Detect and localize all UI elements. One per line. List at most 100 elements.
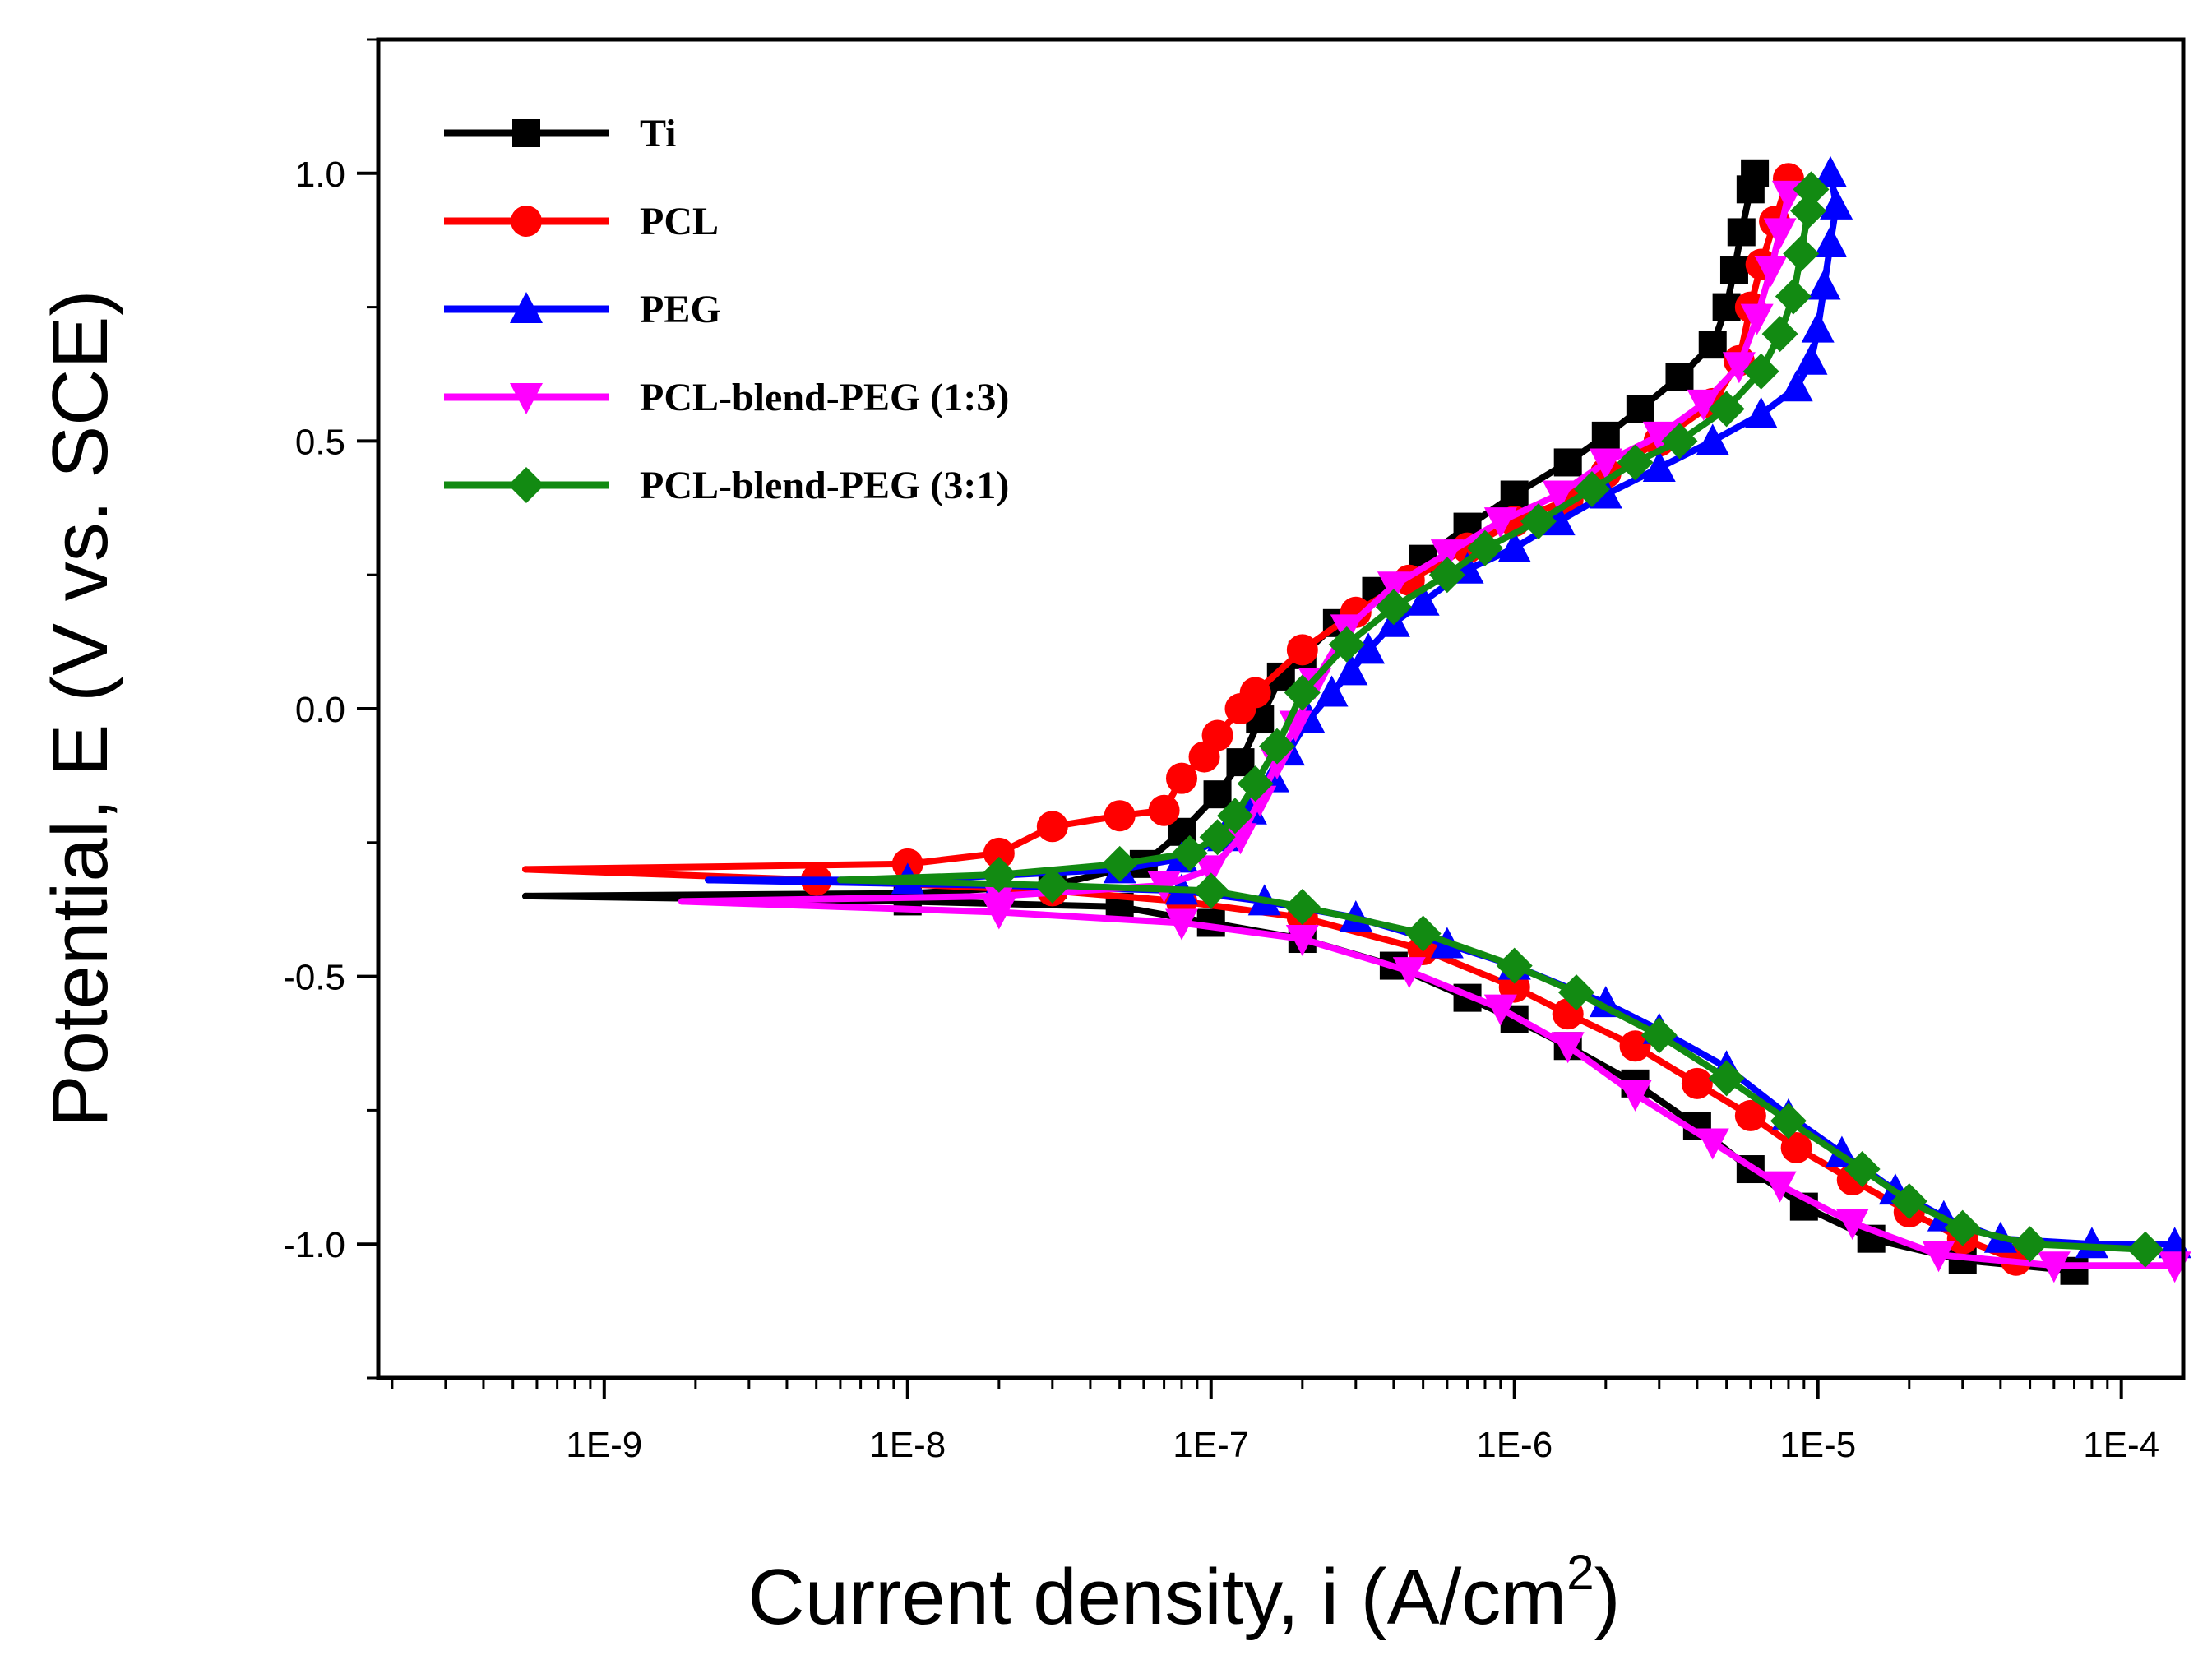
series-pcl-blend-peg-1-3-cathodic-point	[2037, 1251, 2071, 1283]
series-pcl-blend-peg-3-1-anodic-point	[1375, 589, 1412, 626]
series-pcl-blend-peg-1-3-anodic-point	[1377, 571, 1410, 603]
series-pcl-blend-peg-3-1-cathodic-point	[1944, 1209, 1981, 1246]
series-peg-anodic-point	[1497, 530, 1531, 562]
y-tick-label: -0.5	[283, 958, 345, 998]
series-peg-anodic-point	[1794, 343, 1828, 375]
series-pcl-blend-peg-1-3-cathodic-line	[678, 898, 2178, 1269]
legend-item: PEG	[444, 288, 721, 331]
series-peg-anodic-point	[1406, 584, 1440, 616]
x-tick-label: 1E-5	[1779, 1425, 1856, 1465]
series-pcl-anodic-point	[1286, 634, 1318, 666]
series-pcl-blend-peg-1-3-cathodic-point	[1483, 994, 1517, 1026]
series-pcl-blend-peg-1-3-cathodic-point	[1696, 1128, 1729, 1160]
legend-label: Ti	[640, 112, 676, 155]
series-ti-anodic-point	[1719, 256, 1748, 284]
x-axis-title: Current density, i (A/cm2)	[747, 1545, 1620, 1641]
series-pcl-anodic-point	[1036, 811, 1068, 843]
series-pcl-blend-peg-3-1-anodic-point	[1237, 765, 1274, 802]
series-pcl-blend-peg-3-1-anodic-point	[1171, 834, 1208, 871]
series-layer	[522, 155, 2191, 1285]
series-pcl-anodic-point	[1165, 762, 1197, 794]
legend-marker	[508, 467, 544, 503]
x-tick-label: 1E-4	[2083, 1425, 2159, 1465]
series-pcl-cathodic-point	[1681, 1067, 1713, 1099]
series-pcl-blend-peg-1-3-anodic-point	[1483, 507, 1517, 539]
series-pcl-blend-peg-1-3-anodic-point	[1642, 421, 1676, 453]
series-pcl-blend-peg-3-1-anodic-point	[1199, 819, 1236, 856]
y-tick-label: 0.0	[295, 690, 345, 730]
series-ti-anodic-point	[1500, 480, 1529, 509]
series-peg-anodic-point	[1744, 396, 1778, 428]
series-pcl-blend-peg-3-1-anodic-point	[980, 856, 1017, 893]
series-pcl-blend-peg-1-3	[678, 180, 2191, 1283]
axis-ticks: 1E-9 1E-8 1E-7 1E-6 1E-5 1E-4 -1.0 -0.5 0.0 0.5 1.…	[283, 38, 2159, 1465]
series-pcl-blend-peg-1-3-anodic-point	[1430, 539, 1464, 571]
series-pcl-blend-peg-3-1-cathodic-point	[1708, 1060, 1745, 1097]
series-pcl-blend-peg-3-1-cathodic-point	[1558, 974, 1595, 1011]
y-tick-label: 1.0	[295, 155, 345, 195]
x-axis-title-main: Current density, i (A/cm	[747, 1553, 1566, 1641]
series-pcl-blend-peg-1-3-cathodic-point	[1922, 1241, 1955, 1273]
series-pcl-blend-peg-1-3-cathodic-point	[1835, 1209, 1869, 1241]
legend-label: PCL-blend-PEG (3:1)	[640, 464, 1009, 507]
series-peg-anodic-point	[1642, 450, 1676, 482]
series-peg-anodic-point	[1335, 654, 1368, 686]
series-pcl-anodic-point	[1148, 794, 1180, 826]
series-pcl-blend-peg-3-1-anodic-point	[1466, 529, 1503, 566]
legend-marker	[512, 119, 540, 147]
series-pcl-cathodic-point	[1780, 1131, 1812, 1163]
series-peg-anodic-point	[1696, 423, 1729, 455]
series-peg-anodic-point	[1315, 675, 1349, 707]
series-pcl-blend-peg-3-1-anodic-point	[1761, 316, 1798, 353]
series-ti-anodic-point	[1626, 395, 1654, 423]
x-axis-title-superscript: 2	[1566, 1545, 1594, 1600]
series-pcl-blend-peg-3-1	[836, 171, 2163, 1268]
x-tick-label: 1E-8	[869, 1425, 946, 1465]
series-pcl-blend-peg-1-3-anodic-point	[1589, 448, 1622, 480]
series-pcl-blend-peg-1-3-cathodic-point	[1285, 925, 1319, 957]
y-tick-label: 0.5	[295, 422, 345, 462]
series-pcl-blend-peg-3-1-cathodic-point	[1496, 947, 1533, 984]
series-pcl-blend-peg-3-1-anodic-point	[1793, 171, 1830, 208]
x-axis-title-close: )	[1594, 1553, 1621, 1641]
series-ti-anodic-point	[1553, 448, 1582, 477]
y-axis-title: Potential, E (V vs. SCE)	[36, 289, 124, 1127]
series-pcl-blend-peg-3-1-cathodic-point	[1890, 1183, 1927, 1220]
series-pcl-anodic-point	[1201, 719, 1233, 751]
y-tick-label: -1.0	[283, 1225, 345, 1265]
series-pcl-blend-peg-1-3-anodic-point	[982, 881, 1016, 913]
legend-label: PCL	[640, 200, 719, 243]
x-tick-label: 1E-6	[1476, 1425, 1553, 1465]
series-pcl-blend-peg-3-1-cathodic-point	[1770, 1103, 1807, 1140]
series-ti-anodic-point	[1741, 159, 1770, 187]
series-pcl-blend-peg-3-1-anodic-point	[1258, 728, 1295, 765]
series-pcl-blend-peg-3-1-anodic-point	[1216, 798, 1253, 834]
series-pcl-cathodic-point	[1734, 1099, 1766, 1131]
series-pcl-blend-peg-1-3-cathodic-point	[1618, 1080, 1652, 1112]
series-pcl-blend-peg-1-3-cathodic-point	[1164, 908, 1198, 941]
series-ti-anodic-point	[1203, 780, 1232, 809]
series-pcl-blend-peg-1-3-anodic-point	[1763, 218, 1797, 250]
series-ti-anodic-point	[1727, 218, 1756, 247]
series-pcl-blend-peg-1-3-anodic-point	[1722, 352, 1756, 384]
series-pcl-blend-peg-1-3-anodic-point	[1754, 256, 1788, 288]
series-pcl-blend-peg-3-1-cathodic-point	[1404, 915, 1442, 952]
legend-label: PCL-blend-PEG (1:3)	[640, 376, 1009, 419]
series-pcl-blend-peg-3-1-anodic-point	[1428, 557, 1465, 594]
series-pcl-blend-peg-3-1-cathodic-point	[1844, 1151, 1881, 1188]
series-pcl-blend-peg-3-1-cathodic-point	[1034, 867, 1071, 904]
series-pcl-blend-peg-1-3-anodic-point	[1224, 823, 1257, 855]
series-pcl-anodic-point	[1104, 800, 1136, 832]
legend-label: PEG	[640, 288, 721, 331]
series-pcl-blend-peg-3-1-anodic-point	[1520, 503, 1557, 540]
series-pcl-blend-peg-3-1-anodic-point	[1742, 353, 1779, 390]
series-pcl-blend-peg-3-1-anodic-point	[1790, 192, 1827, 229]
series-pcl-blend-peg-3-1-anodic-point	[1573, 471, 1610, 508]
series-peg-anodic-point	[1820, 187, 1853, 220]
series-peg-anodic-point	[1779, 370, 1813, 402]
series-pcl-blend-peg-1-3-anodic-line	[678, 191, 1792, 905]
series-pcl-blend-peg-3-1-cathodic-point	[1284, 888, 1321, 925]
series-pcl-blend-peg-3-1-anodic-point	[1775, 278, 1812, 315]
series-pcl-blend-peg-3-1-anodic-point	[1617, 444, 1654, 481]
